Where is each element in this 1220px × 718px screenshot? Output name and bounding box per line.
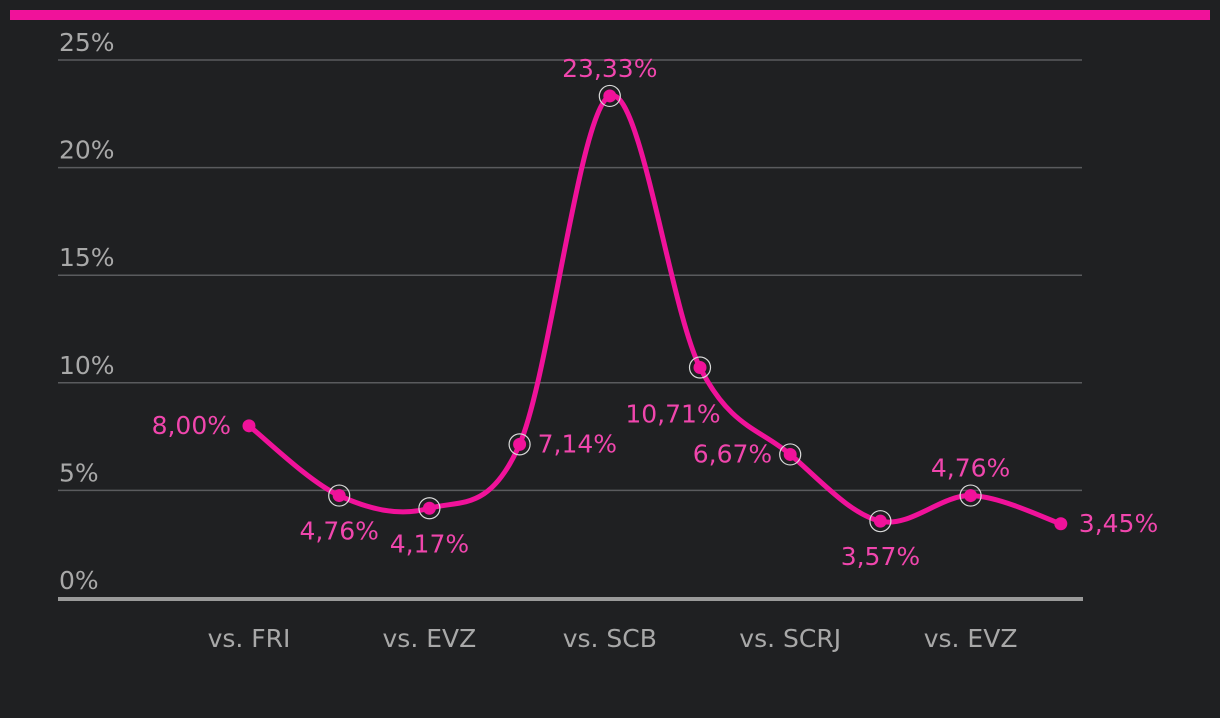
data-label: 10,71% (625, 400, 720, 429)
series-line (246, 93, 1064, 527)
data-point (598, 84, 621, 108)
y-tick-label: 15% (59, 243, 115, 272)
data-point (418, 497, 441, 520)
data-label: 6,67% (693, 439, 772, 468)
data-label: 7,14% (538, 429, 617, 458)
y-tick-label: 25% (59, 28, 115, 57)
data-point (1054, 517, 1068, 531)
y-axis-ticks: 0% 5% 10% 15% 20% 25% (59, 28, 115, 595)
x-tick-label: vs. SCB (563, 624, 657, 653)
data-label: 4,17% (390, 529, 469, 558)
data-label: 23,33% (562, 54, 657, 83)
data-label: 3,57% (841, 542, 920, 571)
x-tick-label: vs. EVZ (383, 624, 477, 653)
data-point (688, 356, 712, 379)
grid-lines (58, 59, 1082, 492)
y-tick-label: 0% (59, 566, 99, 595)
data-label: 8,00% (152, 411, 231, 440)
x-tick-label: vs. FRI (208, 624, 291, 653)
data-label: 4,76% (299, 517, 378, 546)
data-label: 4,76% (931, 454, 1010, 483)
data-labels: 8,00% 4,76% 4,17% 7,14% 23,33% 10,71% 6,67% 3,5… (152, 54, 1159, 571)
y-tick-label: 10% (59, 351, 115, 380)
x-tick-label: vs. SCRJ (739, 624, 841, 653)
data-points (242, 84, 1068, 533)
data-point (328, 484, 351, 507)
data-point (508, 433, 531, 456)
y-tick-label: 20% (59, 136, 115, 165)
x-tick-label: vs. EVZ (924, 624, 1018, 653)
data-label: 3,45% (1079, 509, 1158, 538)
y-tick-label: 5% (59, 458, 99, 487)
x-axis-ticks: vs. FRI vs. EVZ vs. SCB vs. SCRJ vs. EVZ (208, 624, 1018, 653)
data-point (779, 443, 802, 466)
data-point (869, 510, 892, 533)
data-point (242, 419, 256, 433)
accent-bar (10, 10, 1210, 20)
data-point (959, 484, 982, 507)
